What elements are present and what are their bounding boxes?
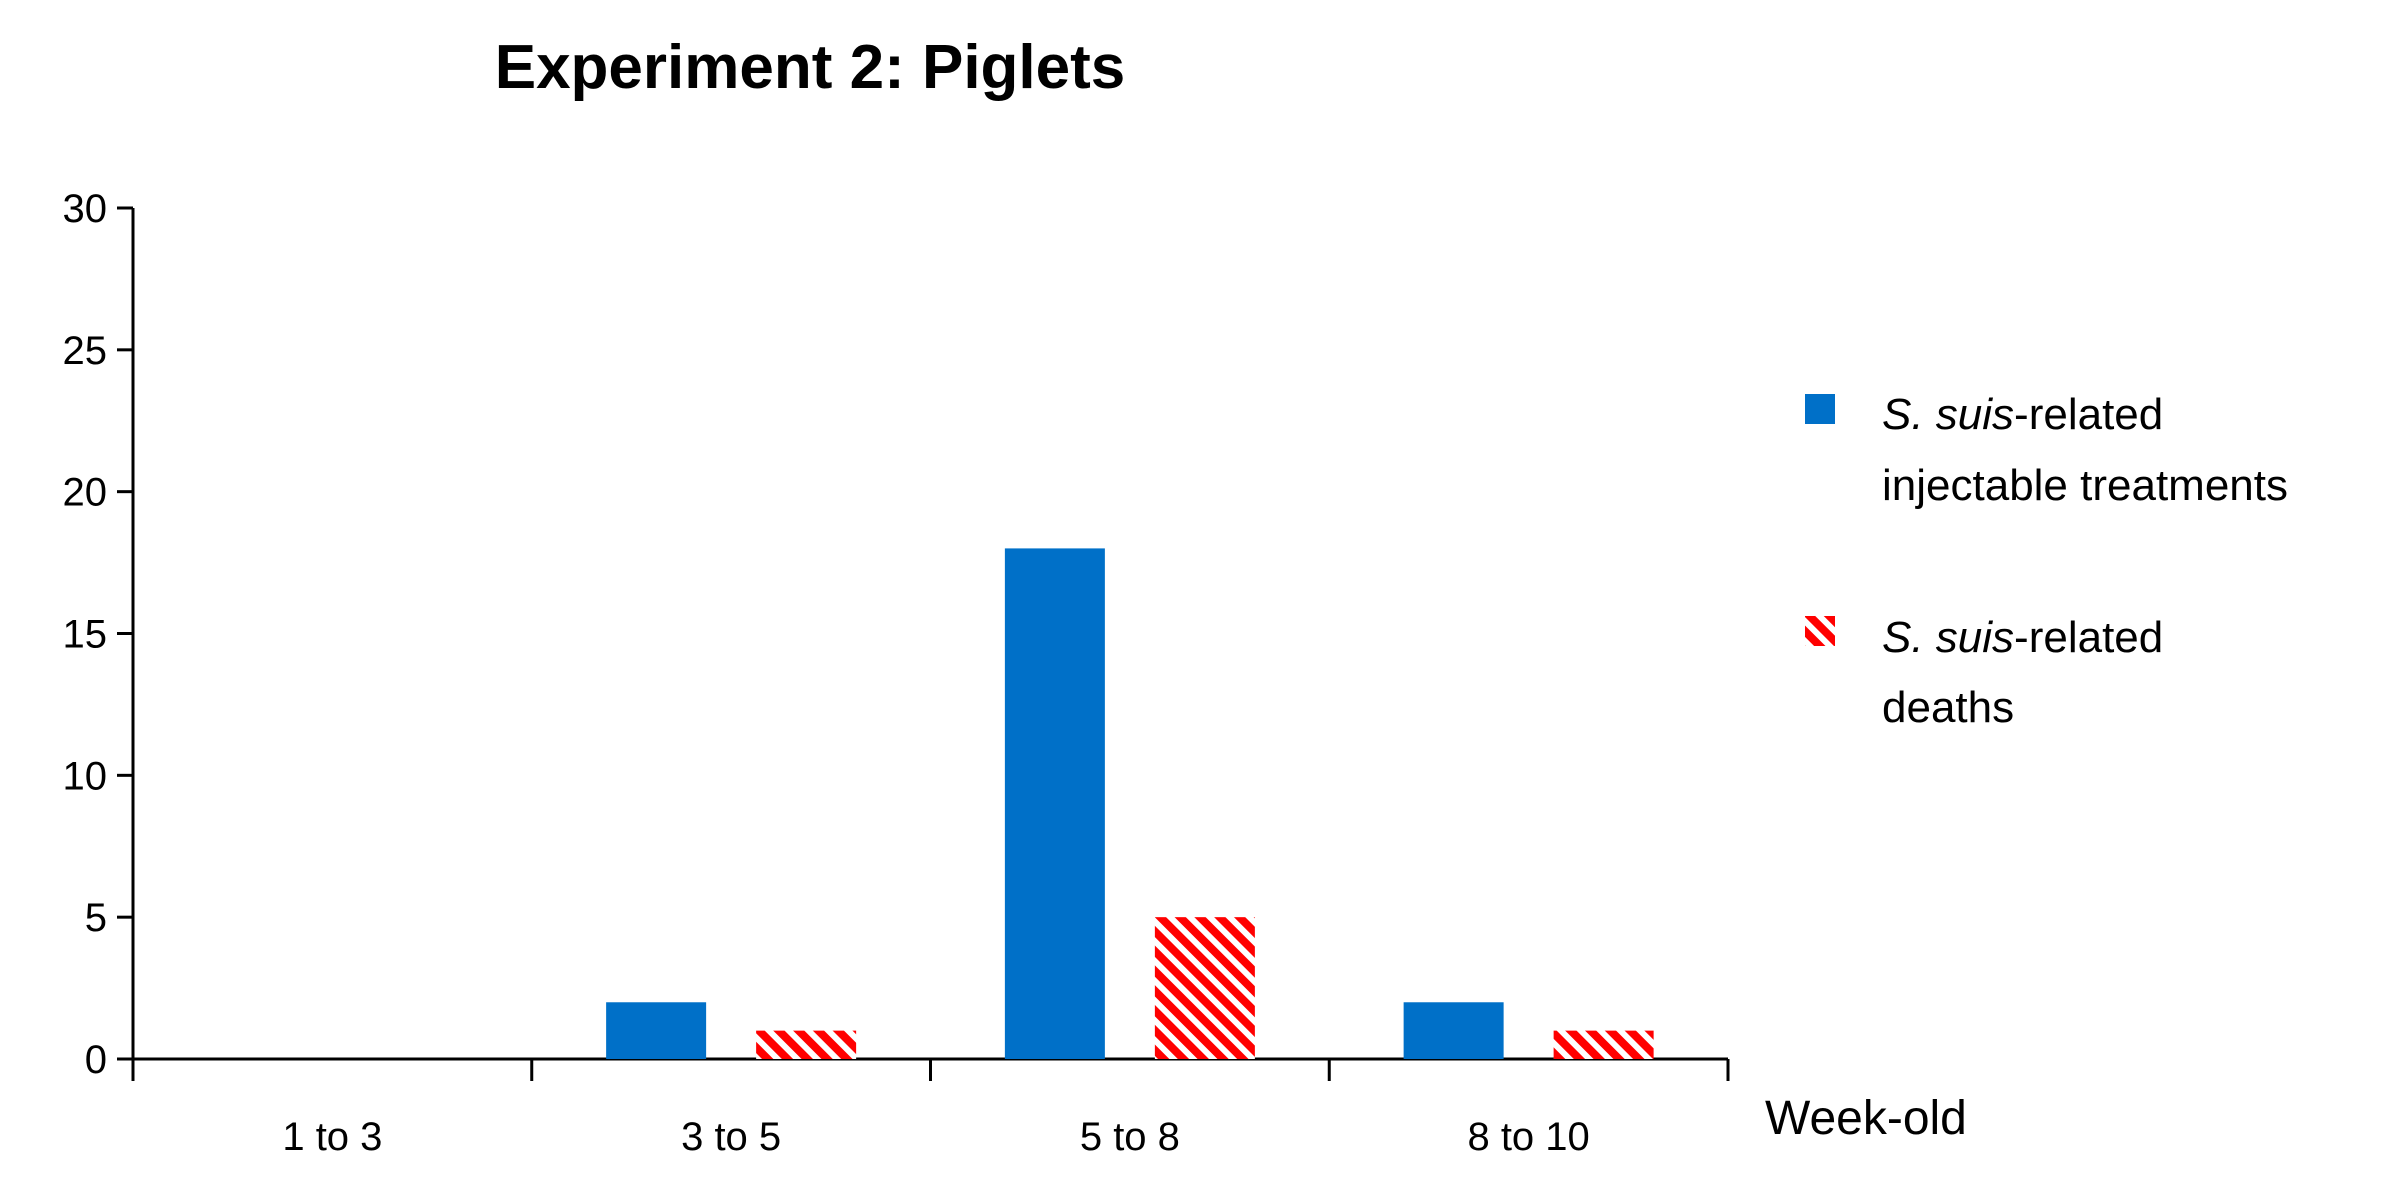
y-tick-label: 0 — [85, 1038, 107, 1082]
y-tick-label: 5 — [85, 896, 107, 940]
x-axis-ticks: 1 to 3 3 to 5 5 to 8 8 to 10 — [131, 1059, 1730, 1159]
y-tick-label: 20 — [63, 471, 108, 515]
legend-swatch-series1 — [1805, 394, 1835, 424]
x-tick-label: 5 to 8 — [1080, 1115, 1180, 1159]
x-tick-label: 8 to 10 — [1467, 1115, 1589, 1159]
legend-label-italic: S. suis — [1882, 613, 2014, 662]
bar-series2-3-to-5 — [756, 1030, 857, 1059]
x-axis-label: Week-old — [1765, 1092, 1967, 1145]
bar-series2-8-to-10 — [1553, 1030, 1654, 1059]
legend-label-italic: S. suis — [1882, 390, 2014, 439]
y-axis-ticks: 0 5 10 15 20 25 30 — [63, 187, 133, 1082]
y-tick-label: 25 — [63, 329, 108, 373]
legend-label-rest: -related — [2014, 390, 2163, 439]
x-tick-label: 1 to 3 — [282, 1115, 382, 1159]
legend-label-series1-line1: S. suis-related — [1882, 390, 2163, 439]
legend-label-series2-line1: S. suis-related — [1882, 613, 2163, 662]
y-tick-label: 15 — [63, 613, 108, 657]
bar-series1-3-to-5 — [606, 1002, 707, 1059]
bars — [606, 548, 1654, 1059]
y-tick-label: 30 — [63, 187, 108, 231]
bar-series2-5-to-8 — [1154, 917, 1255, 1059]
y-tick-label: 10 — [63, 754, 108, 798]
legend-swatch-series2 — [1805, 616, 1835, 646]
legend-label-series2-line2: deaths — [1882, 683, 2014, 732]
legend-label-rest: -related — [2014, 613, 2163, 662]
bar-series1-8-to-10 — [1403, 1002, 1504, 1059]
chart-title: Experiment 2: Piglets — [495, 33, 1126, 102]
x-tick-label: 3 to 5 — [681, 1115, 781, 1159]
bar-series1-5-to-8 — [1004, 548, 1105, 1059]
axes — [131, 208, 1728, 1061]
legend-label-series1-line2: injectable treatments — [1882, 461, 2288, 510]
